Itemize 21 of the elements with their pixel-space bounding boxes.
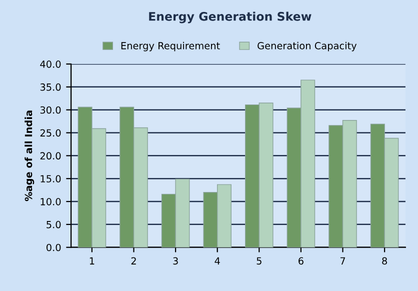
chart-title: Energy Generation Skew — [149, 12, 312, 24]
x-tick-label: 3 — [173, 257, 178, 265]
y-tick-label: 5.0 — [46, 220, 61, 228]
x-tick-label: 2 — [131, 257, 136, 264]
x-tick-label: 1 — [90, 257, 94, 264]
x-tick-label: 5 — [256, 257, 262, 265]
y-tick-label: 10.0 — [40, 198, 61, 206]
y-tick-label: 20.0 — [40, 152, 61, 160]
y-tick-label: 25.0 — [40, 129, 61, 137]
y-axis-title: %age of all India — [24, 110, 34, 202]
y-tick-label: 0.0 — [46, 244, 61, 252]
x-tick-label: 8 — [382, 257, 387, 265]
legend-label: Energy Requirement — [121, 42, 220, 52]
y-tick-label: 15.0 — [40, 175, 61, 182]
x-tick-label: 7 — [340, 257, 346, 264]
y-tick-label: 30.0 — [40, 106, 61, 114]
x-tick-label: 4 — [214, 257, 220, 264]
x-tick-label: 6 — [298, 257, 304, 265]
y-tick-label: 40.0 — [40, 60, 61, 68]
legend-label: Generation Capacity — [258, 42, 357, 52]
y-tick-label: 35.0 — [40, 83, 61, 91]
